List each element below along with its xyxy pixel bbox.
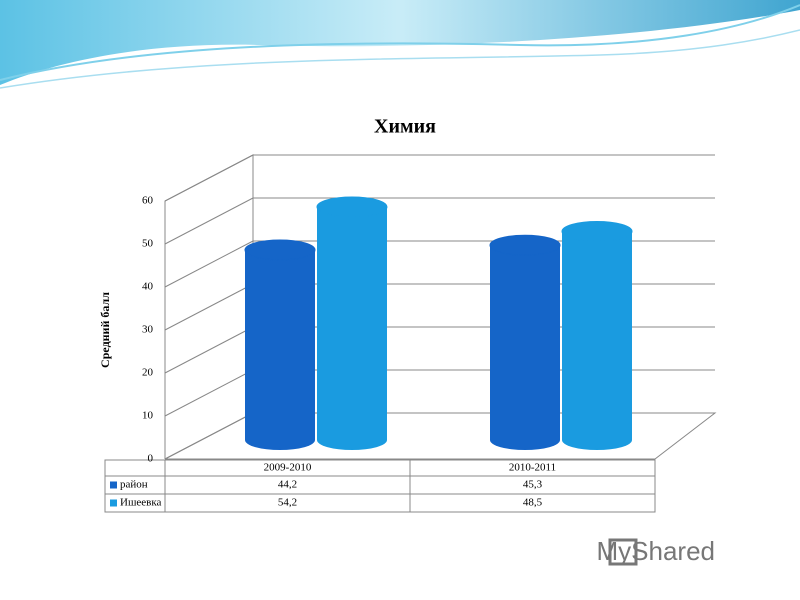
y-tick-label: 60 <box>142 195 154 207</box>
cylinder-body <box>317 206 387 440</box>
legend-swatch <box>110 481 117 489</box>
grid-line <box>164 412 254 460</box>
cylinder-top <box>561 220 633 242</box>
header-decoration <box>0 0 800 89</box>
cylinder-bar <box>489 234 561 450</box>
cylinder-top <box>489 234 561 256</box>
y-tick-label: 10 <box>142 410 154 422</box>
data-table <box>104 459 656 513</box>
watermark-icon <box>608 538 638 566</box>
cylinder-bar <box>316 196 388 450</box>
table-value: 44,2 <box>278 479 297 491</box>
y-tick-label: 20 <box>142 367 154 379</box>
grid-line <box>164 369 254 417</box>
grid-line <box>164 154 254 202</box>
table-value: 45,3 <box>523 479 543 491</box>
grid-line <box>164 283 254 331</box>
cylinder-bar <box>561 220 633 450</box>
table-value: 48,5 <box>523 497 543 509</box>
legend-label: Ишеевка <box>120 497 162 509</box>
y-tick-label: 40 <box>142 281 154 293</box>
y-tick-label: 0 <box>148 453 154 465</box>
cylinder-top <box>244 239 316 261</box>
grid-line <box>164 240 254 288</box>
y-axis-label: Средний балл <box>98 292 112 368</box>
x-tick-label: 2010-2011 <box>509 462 556 474</box>
table-value: 54,2 <box>278 497 297 509</box>
chart-title: Химия <box>374 116 436 138</box>
grid-line <box>164 326 254 374</box>
cylinder-body <box>245 249 315 440</box>
cylinder-body <box>562 231 632 440</box>
grid-line <box>164 197 254 245</box>
legend-swatch <box>110 499 117 507</box>
legend-label: район <box>120 479 148 491</box>
cylinder-bar <box>244 239 316 450</box>
cylinder-top <box>316 196 388 218</box>
y-tick-label: 50 <box>142 238 154 250</box>
y-tick-label: 30 <box>142 324 154 336</box>
x-tick-label: 2009-2010 <box>264 462 312 474</box>
cylinder-body <box>490 245 560 440</box>
